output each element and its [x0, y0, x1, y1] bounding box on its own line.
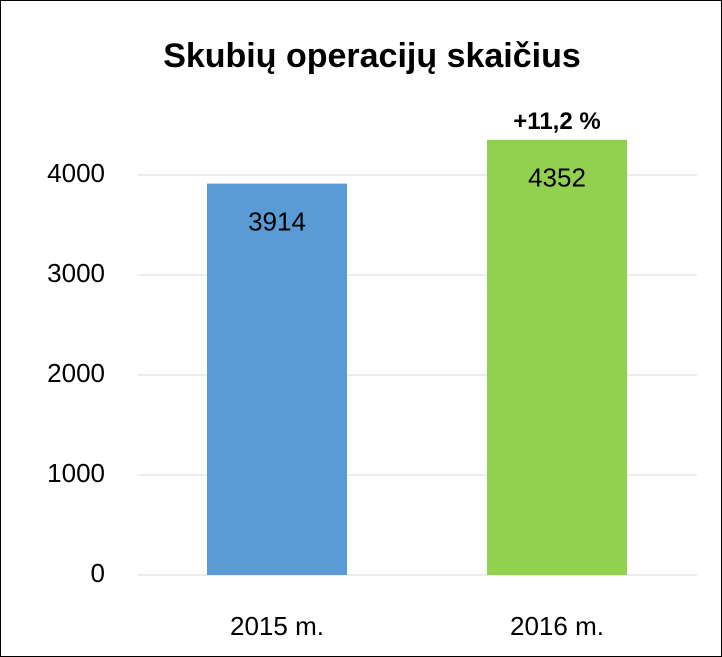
- x-tick-label: 2016 m.: [510, 611, 604, 641]
- y-tick-label: 2000: [47, 358, 105, 388]
- y-tick-label: 3000: [47, 258, 105, 288]
- y-tick-label: 1000: [47, 458, 105, 488]
- y-tick-label: 4000: [47, 158, 105, 188]
- x-tick-label: 2015 m.: [230, 611, 324, 641]
- chart-title: Skubių operacijų skaičius: [163, 37, 581, 75]
- annotation: +11,2 %: [513, 108, 600, 135]
- data-label: 4352: [528, 163, 586, 193]
- bar: [487, 139, 627, 576]
- y-tick-label: 0: [91, 558, 105, 588]
- data-label: 3914: [248, 206, 306, 236]
- bar: [207, 183, 347, 575]
